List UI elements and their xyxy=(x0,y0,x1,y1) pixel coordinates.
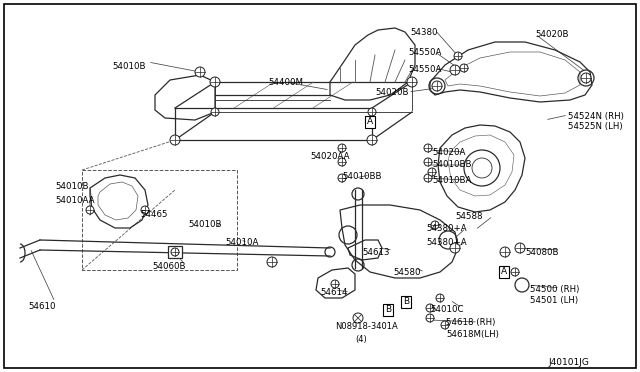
Bar xyxy=(168,246,182,258)
Text: 54380: 54380 xyxy=(410,28,438,37)
Circle shape xyxy=(86,206,94,214)
Circle shape xyxy=(511,268,519,276)
Text: B: B xyxy=(403,298,409,307)
Text: 54010C: 54010C xyxy=(430,305,463,314)
Circle shape xyxy=(353,313,363,323)
Circle shape xyxy=(450,243,460,253)
Text: 54010AA: 54010AA xyxy=(55,196,95,205)
Text: 54020B: 54020B xyxy=(375,88,408,97)
Circle shape xyxy=(195,67,205,77)
Circle shape xyxy=(407,77,417,87)
Circle shape xyxy=(141,206,149,214)
Circle shape xyxy=(424,144,432,152)
Text: (4): (4) xyxy=(355,335,367,344)
Text: 54614: 54614 xyxy=(320,288,348,297)
Circle shape xyxy=(432,81,442,91)
Circle shape xyxy=(441,321,449,329)
Text: 54610: 54610 xyxy=(28,302,56,311)
Circle shape xyxy=(436,294,444,302)
Circle shape xyxy=(331,280,339,288)
Text: N08918-3401A: N08918-3401A xyxy=(335,322,397,331)
Text: A: A xyxy=(367,118,373,126)
Text: 54380+A: 54380+A xyxy=(426,224,467,233)
Circle shape xyxy=(210,77,220,87)
Text: 54618M(LH): 54618M(LH) xyxy=(446,330,499,339)
Circle shape xyxy=(338,174,346,182)
Text: A: A xyxy=(501,267,507,276)
Text: 54060B: 54060B xyxy=(152,262,186,271)
Text: 54525N (LH): 54525N (LH) xyxy=(568,122,623,131)
Text: 54618 (RH): 54618 (RH) xyxy=(446,318,495,327)
Text: 54501 (LH): 54501 (LH) xyxy=(530,296,578,305)
Circle shape xyxy=(428,168,436,176)
Text: 54010BB: 54010BB xyxy=(342,172,381,181)
Circle shape xyxy=(424,158,432,166)
Circle shape xyxy=(338,158,346,166)
Circle shape xyxy=(368,108,376,116)
Circle shape xyxy=(267,257,277,267)
Circle shape xyxy=(424,174,432,182)
Text: 54020A: 54020A xyxy=(432,148,465,157)
Circle shape xyxy=(170,135,180,145)
Text: B: B xyxy=(385,305,391,314)
Text: 54010A: 54010A xyxy=(225,238,259,247)
Text: 54550A: 54550A xyxy=(408,48,442,57)
Bar xyxy=(82,170,237,270)
Circle shape xyxy=(426,314,434,322)
Text: 54080B: 54080B xyxy=(525,248,559,257)
Text: 54010BB: 54010BB xyxy=(432,160,472,169)
Circle shape xyxy=(450,65,460,75)
Circle shape xyxy=(171,248,179,256)
Circle shape xyxy=(500,247,510,257)
Circle shape xyxy=(211,108,219,116)
Circle shape xyxy=(515,243,525,253)
Text: 54010B: 54010B xyxy=(55,182,88,191)
Text: 54550A: 54550A xyxy=(408,65,442,74)
Text: 54613: 54613 xyxy=(362,248,390,257)
Circle shape xyxy=(431,221,439,229)
Circle shape xyxy=(367,135,377,145)
Text: 54380+A: 54380+A xyxy=(426,238,467,247)
Circle shape xyxy=(454,52,462,60)
Text: 54010B: 54010B xyxy=(188,220,221,229)
Circle shape xyxy=(426,304,434,312)
Text: 54020B: 54020B xyxy=(535,30,568,39)
Text: 54010BA: 54010BA xyxy=(432,176,472,185)
Circle shape xyxy=(581,73,591,83)
Text: 54588: 54588 xyxy=(455,212,483,221)
Circle shape xyxy=(338,144,346,152)
Circle shape xyxy=(460,64,468,72)
Text: J40101JG: J40101JG xyxy=(548,358,589,367)
Text: 54010B: 54010B xyxy=(112,62,145,71)
Text: 54500 (RH): 54500 (RH) xyxy=(530,285,579,294)
Text: 54400M: 54400M xyxy=(268,78,303,87)
Text: 54580: 54580 xyxy=(393,268,420,277)
Text: 54524N (RH): 54524N (RH) xyxy=(568,112,624,121)
Text: 54465: 54465 xyxy=(140,210,168,219)
Text: 54020AA: 54020AA xyxy=(310,152,349,161)
